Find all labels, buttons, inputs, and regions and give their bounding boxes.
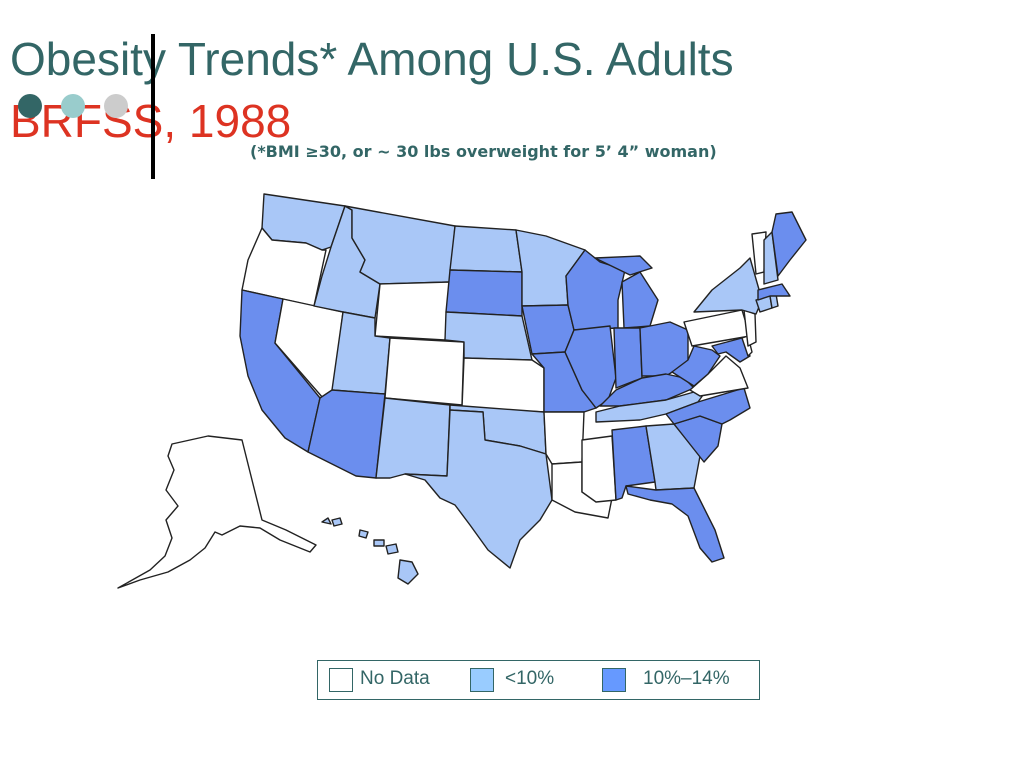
state-AZ bbox=[307, 389, 386, 479]
state-FL bbox=[625, 485, 725, 563]
state-WV bbox=[671, 345, 721, 387]
legend-swatch-no-data bbox=[329, 668, 353, 692]
state-WI bbox=[565, 249, 626, 331]
decor-dot-1 bbox=[18, 94, 42, 118]
bmi-footnote: (*BMI ≥30, or ~ 30 lbs overweight for 5’… bbox=[250, 142, 717, 161]
legend-label-10to14: 10%–14% bbox=[643, 668, 730, 689]
us-map bbox=[117, 193, 807, 589]
state-DE bbox=[741, 335, 753, 357]
state-MT bbox=[344, 205, 456, 285]
state-SD bbox=[445, 269, 523, 317]
state-NM bbox=[375, 397, 451, 479]
state-NH bbox=[763, 231, 779, 285]
state-IA bbox=[521, 304, 575, 355]
state-AR bbox=[543, 411, 585, 465]
slide-title: Obesity Trends* Among U.S. Adults bbox=[10, 33, 734, 85]
state-ME bbox=[771, 211, 807, 277]
legend-swatch-10to14 bbox=[602, 668, 626, 692]
state-ND bbox=[449, 225, 523, 273]
title-divider bbox=[151, 34, 155, 179]
state-KS bbox=[461, 357, 545, 413]
state-MA bbox=[757, 283, 791, 301]
state-HI bbox=[321, 517, 419, 585]
state-NY bbox=[693, 257, 763, 315]
state-IN bbox=[613, 327, 643, 389]
map-legend: No Data <10% 10%–14% bbox=[317, 660, 760, 700]
state-WY bbox=[374, 281, 451, 341]
decor-dot-2 bbox=[61, 94, 85, 118]
legend-label-lt10: <10% bbox=[505, 668, 555, 689]
legend-swatch-lt10 bbox=[470, 668, 494, 692]
state-MI bbox=[594, 255, 659, 329]
legend-label-no-data: No Data bbox=[360, 668, 430, 689]
decor-dot-3 bbox=[104, 94, 128, 118]
state-MS bbox=[581, 435, 617, 503]
state-CO bbox=[384, 337, 465, 406]
slide-subtitle: BRFSS, 1988 bbox=[10, 95, 292, 147]
state-TX bbox=[404, 409, 553, 569]
state-AK bbox=[117, 435, 317, 589]
state-OR bbox=[241, 227, 327, 307]
state-NC bbox=[665, 387, 751, 425]
